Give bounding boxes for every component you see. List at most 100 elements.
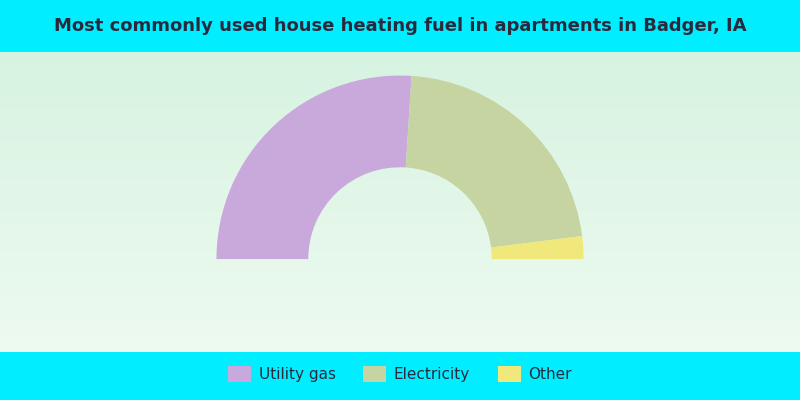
Bar	[0, 269, 800, 270]
Bar	[0, 280, 800, 281]
Bar	[0, 219, 800, 220]
Bar	[0, 68, 800, 69]
Bar	[0, 209, 800, 210]
Bar	[0, 276, 800, 277]
Bar	[0, 232, 800, 233]
Bar	[0, 295, 800, 296]
Bar	[0, 152, 800, 153]
Bar	[0, 310, 800, 311]
Bar	[0, 87, 800, 88]
Bar	[0, 275, 800, 276]
Bar	[0, 207, 800, 208]
Bar	[0, 177, 800, 178]
Bar	[0, 201, 800, 202]
Bar	[0, 134, 800, 135]
Bar	[0, 334, 800, 335]
Bar	[0, 288, 800, 289]
Bar	[0, 279, 800, 280]
Bar	[0, 178, 800, 179]
Bar	[0, 194, 800, 195]
Bar	[0, 141, 800, 142]
Bar	[0, 58, 800, 59]
Bar	[0, 242, 800, 243]
Bar	[0, 312, 800, 313]
Bar	[0, 251, 800, 252]
Bar	[0, 107, 800, 108]
Bar	[0, 204, 800, 205]
Bar	[0, 306, 800, 307]
Bar	[0, 222, 800, 223]
Wedge shape	[406, 76, 582, 248]
Bar	[0, 101, 800, 102]
Bar	[0, 271, 800, 272]
Bar	[0, 289, 800, 290]
Bar	[0, 291, 800, 292]
Bar	[0, 213, 800, 214]
Bar	[0, 121, 800, 122]
Bar	[0, 330, 800, 331]
Bar	[0, 270, 800, 271]
Bar	[0, 179, 800, 180]
Bar	[0, 217, 800, 218]
Bar	[0, 96, 800, 97]
Bar	[0, 111, 800, 112]
Bar	[0, 343, 800, 344]
Bar	[0, 328, 800, 329]
Bar	[0, 215, 800, 216]
Bar	[0, 230, 800, 231]
Bar	[0, 81, 800, 82]
Bar	[0, 72, 800, 73]
Bar	[0, 262, 800, 263]
Bar	[0, 319, 800, 320]
Bar	[0, 132, 800, 133]
Bar	[0, 145, 800, 146]
Bar	[0, 208, 800, 209]
Bar	[0, 140, 800, 141]
Wedge shape	[491, 236, 583, 259]
Bar	[0, 296, 800, 297]
Bar	[0, 244, 800, 245]
Bar	[0, 282, 800, 283]
Bar	[0, 332, 800, 333]
Bar	[0, 198, 800, 199]
Bar	[0, 75, 800, 76]
Bar	[0, 311, 800, 312]
Bar	[0, 175, 800, 176]
Bar	[0, 157, 800, 158]
Bar	[0, 342, 800, 343]
Bar	[0, 214, 800, 215]
Bar	[0, 303, 800, 304]
Bar	[0, 112, 800, 113]
Bar	[0, 123, 800, 124]
Bar	[0, 203, 800, 204]
Bar	[0, 189, 800, 190]
Bar	[0, 345, 800, 346]
Bar	[0, 300, 800, 301]
Bar	[0, 284, 800, 285]
Bar	[0, 105, 800, 106]
Bar	[0, 120, 800, 121]
Bar	[0, 253, 800, 254]
Bar	[0, 93, 800, 94]
Bar	[0, 65, 800, 66]
Bar	[0, 294, 800, 295]
Bar	[0, 223, 800, 224]
Bar	[0, 349, 800, 350]
Bar	[0, 304, 800, 305]
Bar	[0, 98, 800, 99]
Bar	[0, 322, 800, 323]
Bar	[0, 139, 800, 140]
Bar	[0, 247, 800, 248]
Bar	[0, 338, 800, 339]
Bar	[0, 335, 800, 336]
Bar	[0, 237, 800, 238]
Bar	[0, 78, 800, 79]
Bar	[0, 285, 800, 286]
Bar	[0, 268, 800, 269]
Bar	[0, 228, 800, 229]
Bar	[0, 99, 800, 100]
Bar	[0, 136, 800, 137]
Bar	[0, 348, 800, 349]
Bar	[0, 216, 800, 217]
Bar	[0, 336, 800, 337]
